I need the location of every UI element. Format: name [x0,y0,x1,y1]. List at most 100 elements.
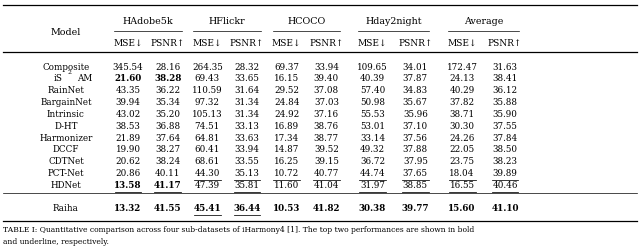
Text: 21.89: 21.89 [115,133,141,142]
Text: 33.13: 33.13 [235,121,259,130]
Text: 345.54: 345.54 [113,62,143,71]
Text: 24.26: 24.26 [449,133,475,142]
Text: AM: AM [77,74,92,83]
Text: 44.30: 44.30 [195,169,220,177]
Text: 41.10: 41.10 [492,203,518,212]
Text: 69.37: 69.37 [274,62,300,71]
Text: 36.44: 36.44 [234,203,260,212]
Text: 39.15: 39.15 [314,157,339,166]
Text: 35.20: 35.20 [155,109,180,118]
Text: 37.56: 37.56 [403,133,428,142]
Text: 39.52: 39.52 [314,145,339,154]
Text: 31.63: 31.63 [492,62,518,71]
Text: 13.32: 13.32 [115,203,141,212]
Text: 36.88: 36.88 [155,121,180,130]
Text: 35.34: 35.34 [155,98,180,107]
Text: 20.62: 20.62 [115,157,141,166]
Text: 33.94: 33.94 [234,145,260,154]
Text: 38.53: 38.53 [116,121,140,130]
Text: 33.65: 33.65 [235,74,259,83]
Text: MSE↓: MSE↓ [113,38,143,47]
Text: 57.40: 57.40 [360,86,385,95]
Text: Average: Average [464,17,503,26]
Text: PSNR↑: PSNR↑ [150,38,185,47]
Text: MSE↓: MSE↓ [193,38,222,47]
Text: HDNet: HDNet [51,180,81,189]
Text: 34.01: 34.01 [403,62,428,71]
Text: 33.63: 33.63 [235,133,259,142]
Text: 16.89: 16.89 [274,121,300,130]
Text: 38.23: 38.23 [492,157,518,166]
Text: 35.13: 35.13 [235,169,259,177]
Text: 14.87: 14.87 [274,145,300,154]
Text: 40.11: 40.11 [155,169,180,177]
Text: 53.01: 53.01 [360,121,385,130]
Text: 40.77: 40.77 [314,169,339,177]
Text: BargainNet: BargainNet [40,98,92,107]
Text: 39.40: 39.40 [314,74,339,83]
Text: 38.85: 38.85 [403,180,428,189]
Text: 37.55: 37.55 [493,121,517,130]
Text: 105.13: 105.13 [192,109,223,118]
Text: Model: Model [51,28,81,37]
Text: 50.98: 50.98 [360,98,385,107]
Text: 36.12: 36.12 [492,86,518,95]
Text: 264.35: 264.35 [192,62,223,71]
Text: 97.32: 97.32 [195,98,220,107]
Text: 15.60: 15.60 [449,203,476,212]
Text: 30.30: 30.30 [449,121,475,130]
Text: Harmonizer: Harmonizer [39,133,93,142]
Text: 55.53: 55.53 [360,109,385,118]
Text: 47.39: 47.39 [195,180,220,189]
Text: 41.55: 41.55 [154,203,182,212]
Text: 16.55: 16.55 [449,180,475,189]
Text: 34.83: 34.83 [403,86,428,95]
Text: 35.96: 35.96 [403,109,428,118]
Text: PCT-Net: PCT-Net [47,169,84,177]
Text: 37.03: 37.03 [314,98,339,107]
Text: RainNet: RainNet [47,86,84,95]
Text: 44.74: 44.74 [360,169,385,177]
Text: 45.41: 45.41 [193,203,221,212]
Text: 39.77: 39.77 [402,203,429,212]
Text: Intrinsic: Intrinsic [47,109,85,118]
Text: 38.77: 38.77 [314,133,339,142]
Text: 17.34: 17.34 [274,133,300,142]
Text: 40.46: 40.46 [492,180,518,189]
Text: PSNR↑: PSNR↑ [309,38,344,47]
Text: 37.82: 37.82 [449,98,475,107]
Text: 10.53: 10.53 [273,203,300,212]
Text: 28.32: 28.32 [234,62,260,71]
Text: 41.04: 41.04 [314,180,339,189]
Text: 36.72: 36.72 [360,157,385,166]
Text: 31.34: 31.34 [234,109,260,118]
Text: 37.10: 37.10 [403,121,428,130]
Text: 33.55: 33.55 [235,157,259,166]
Text: 38.71: 38.71 [449,109,475,118]
Text: 38.24: 38.24 [155,157,180,166]
Text: 69.43: 69.43 [195,74,220,83]
Text: 28.16: 28.16 [155,62,180,71]
Text: 35.90: 35.90 [493,109,517,118]
Text: MSE↓: MSE↓ [447,38,477,47]
Text: 18.04: 18.04 [449,169,475,177]
Text: HFlickr: HFlickr [209,17,246,26]
Text: iS: iS [54,74,63,83]
Text: 49.32: 49.32 [360,145,385,154]
Text: DCCF: DCCF [52,145,79,154]
Text: 24.92: 24.92 [274,109,300,118]
Text: 37.95: 37.95 [403,157,428,166]
Text: 37.16: 37.16 [314,109,339,118]
Text: 39.94: 39.94 [115,98,141,107]
Text: 29.52: 29.52 [274,86,300,95]
Text: 33.94: 33.94 [314,62,339,71]
Text: 16.15: 16.15 [274,74,300,83]
Text: 31.97: 31.97 [360,180,385,189]
Text: 68.61: 68.61 [195,157,220,166]
Text: 172.47: 172.47 [447,62,477,71]
Text: 33.14: 33.14 [360,133,385,142]
Text: 22.05: 22.05 [449,145,475,154]
Text: 11.60: 11.60 [274,180,300,189]
Text: 31.64: 31.64 [234,86,260,95]
Text: 74.51: 74.51 [195,121,220,130]
